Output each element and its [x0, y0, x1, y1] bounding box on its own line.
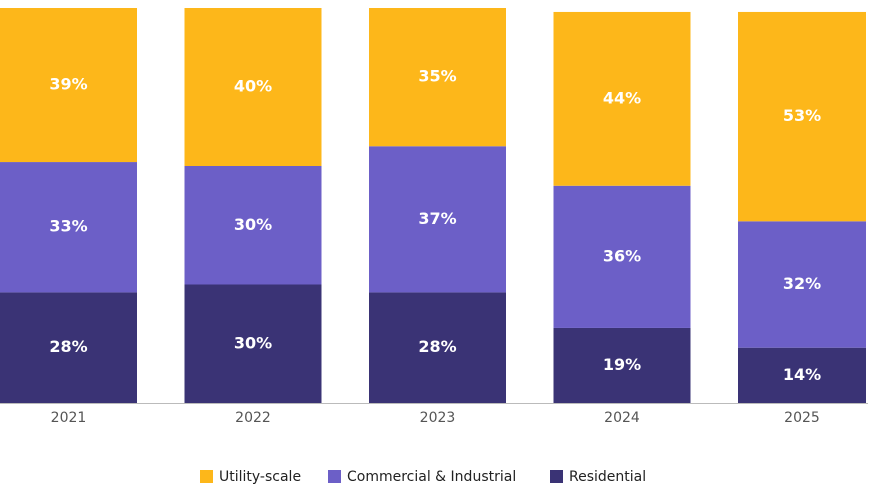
- value-label: 53%: [783, 106, 821, 125]
- x-tick-label: 2025: [784, 410, 820, 426]
- value-label: 36%: [603, 246, 641, 265]
- value-label: 39%: [49, 75, 87, 94]
- x-tick-label: 2021: [51, 410, 87, 426]
- value-label: 40%: [234, 77, 272, 96]
- value-label: 32%: [783, 274, 821, 293]
- legend-label: Commercial & Industrial: [347, 469, 516, 485]
- bar-segment: [369, 292, 506, 403]
- value-label: 28%: [418, 337, 456, 356]
- x-tick-label: 2022: [235, 410, 271, 426]
- value-label: 30%: [234, 333, 272, 352]
- value-label: 35%: [418, 67, 456, 86]
- x-tick-label: 2023: [420, 410, 456, 426]
- value-label: 14%: [783, 365, 821, 384]
- x-tick-label: 2024: [604, 410, 640, 426]
- bar-segment: [369, 8, 506, 147]
- value-label: 33%: [49, 217, 87, 236]
- bar-segment: [0, 162, 137, 293]
- bar-segment: [553, 327, 691, 403]
- bar-segment: [0, 8, 137, 163]
- bar-segment: [738, 11, 866, 222]
- bar-segment: [0, 292, 137, 403]
- value-label: 37%: [418, 209, 456, 228]
- bar-segment: [553, 185, 691, 328]
- legend-label: Utility-scale: [219, 469, 301, 485]
- value-label: 28%: [49, 337, 87, 356]
- bar-segment: [553, 11, 691, 186]
- bar-segment: [369, 146, 506, 293]
- bar-segment: [184, 8, 322, 166]
- legend-label: Residential: [569, 469, 646, 485]
- bar-segment: [738, 221, 866, 348]
- legend-swatch: [550, 470, 563, 483]
- bar-segment: [184, 284, 322, 403]
- value-label: 30%: [234, 215, 272, 234]
- legend-swatch: [200, 470, 213, 483]
- bar-segment: [738, 347, 866, 403]
- bar-segment: [184, 166, 322, 285]
- value-label: 44%: [603, 88, 641, 107]
- value-label: 19%: [603, 355, 641, 374]
- legend-swatch: [328, 470, 341, 483]
